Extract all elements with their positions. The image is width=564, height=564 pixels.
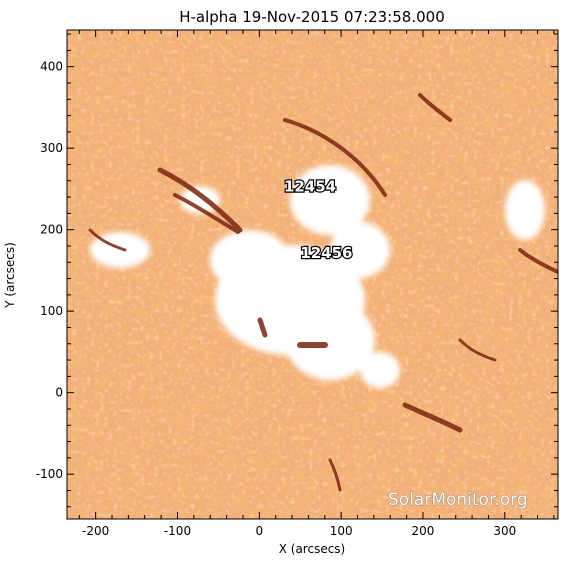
figure-title: H-alpha 19-Nov-2015 07:23:58.000 bbox=[179, 8, 445, 26]
x-tick-label: 200 bbox=[412, 524, 435, 538]
active-region-label: 12454 bbox=[284, 177, 336, 195]
x-tick-label: 100 bbox=[330, 524, 353, 538]
x-tick-label: -200 bbox=[82, 524, 109, 538]
plot-frame bbox=[66, 29, 559, 520]
active-region-label: 12456 bbox=[300, 244, 352, 262]
solar-image: 12454 12456 SolarMonitor.org bbox=[67, 30, 558, 519]
y-tick-label: 400 bbox=[40, 60, 63, 74]
y-tick-label: -100 bbox=[36, 467, 63, 481]
x-tick-label: -100 bbox=[164, 524, 191, 538]
solarmonitor-watermark: SolarMonitor.org bbox=[388, 490, 528, 510]
y-axis-label: Y (arcsecs) bbox=[3, 242, 17, 309]
region-labels: 12454 12456 bbox=[283, 176, 354, 263]
bright-plage-regions bbox=[90, 165, 545, 388]
y-axis: -100 0 100 200 300 400 bbox=[36, 33, 558, 508]
dark-filaments bbox=[88, 93, 558, 492]
y-tick-label: 0 bbox=[55, 386, 63, 400]
x-tick-label: 300 bbox=[493, 524, 516, 538]
x-axis: -200 -100 0 100 200 300 bbox=[78, 30, 555, 538]
y-tick-label: 200 bbox=[40, 223, 63, 237]
y-tick-label: 100 bbox=[40, 304, 63, 318]
x-tick-label: 0 bbox=[255, 524, 263, 538]
y-tick-label: 300 bbox=[40, 141, 63, 155]
x-axis-label: X (arcsecs) bbox=[279, 542, 346, 556]
